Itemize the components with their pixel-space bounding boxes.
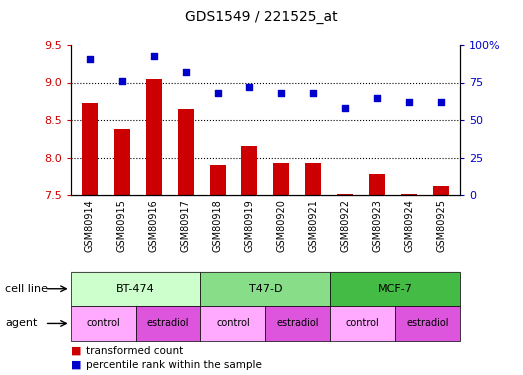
Point	[181, 69, 190, 75]
Point	[245, 84, 254, 90]
Bar	[331, 306, 395, 341]
Bar	[305, 163, 321, 195]
Point	[118, 78, 126, 84]
Text: estradiol: estradiol	[147, 318, 189, 328]
Text: GDS1549 / 221525_at: GDS1549 / 221525_at	[185, 10, 338, 24]
Bar	[337, 194, 353, 195]
Text: agent: agent	[5, 318, 38, 328]
Text: GSM80914: GSM80914	[85, 199, 95, 252]
Point	[86, 56, 94, 62]
Text: estradiol: estradiol	[406, 318, 449, 328]
Bar	[266, 306, 331, 341]
Bar	[71, 272, 200, 306]
Bar	[146, 79, 162, 195]
Bar	[82, 104, 98, 195]
Bar	[401, 194, 417, 195]
Bar	[210, 165, 225, 195]
Text: GSM80919: GSM80919	[244, 199, 255, 252]
Text: GSM80921: GSM80921	[309, 199, 319, 252]
Text: control: control	[216, 318, 250, 328]
Bar	[200, 272, 331, 306]
Text: ■: ■	[71, 360, 81, 370]
Point	[437, 99, 445, 105]
Text: GSM80918: GSM80918	[212, 199, 222, 252]
Text: BT-474: BT-474	[116, 284, 155, 294]
Text: T47-D: T47-D	[248, 284, 282, 294]
Bar	[369, 174, 385, 195]
Bar	[395, 306, 460, 341]
Text: control: control	[86, 318, 120, 328]
Bar	[113, 129, 130, 195]
Text: transformed count: transformed count	[86, 346, 184, 355]
Text: GSM80915: GSM80915	[117, 199, 127, 252]
Text: ■: ■	[71, 346, 81, 355]
Point	[150, 53, 158, 58]
Text: GSM80917: GSM80917	[180, 199, 190, 252]
Bar	[242, 146, 257, 195]
Point	[213, 90, 222, 96]
Text: GSM80916: GSM80916	[149, 199, 158, 252]
Text: GSM80922: GSM80922	[340, 199, 350, 252]
Point	[405, 99, 413, 105]
Bar	[135, 306, 200, 341]
Text: GSM80923: GSM80923	[372, 199, 382, 252]
Bar	[71, 306, 135, 341]
Text: control: control	[346, 318, 380, 328]
Point	[373, 94, 381, 100]
Bar	[331, 272, 460, 306]
Bar	[274, 163, 289, 195]
Text: GSM80925: GSM80925	[436, 199, 446, 252]
Point	[341, 105, 349, 111]
Bar	[200, 306, 266, 341]
Text: percentile rank within the sample: percentile rank within the sample	[86, 360, 262, 370]
Text: GSM80924: GSM80924	[404, 199, 414, 252]
Bar	[433, 186, 449, 195]
Text: MCF-7: MCF-7	[378, 284, 413, 294]
Text: GSM80920: GSM80920	[276, 199, 287, 252]
Point	[277, 90, 286, 96]
Point	[309, 90, 317, 96]
Bar	[178, 109, 194, 195]
Text: estradiol: estradiol	[277, 318, 319, 328]
Text: cell line: cell line	[5, 284, 48, 294]
